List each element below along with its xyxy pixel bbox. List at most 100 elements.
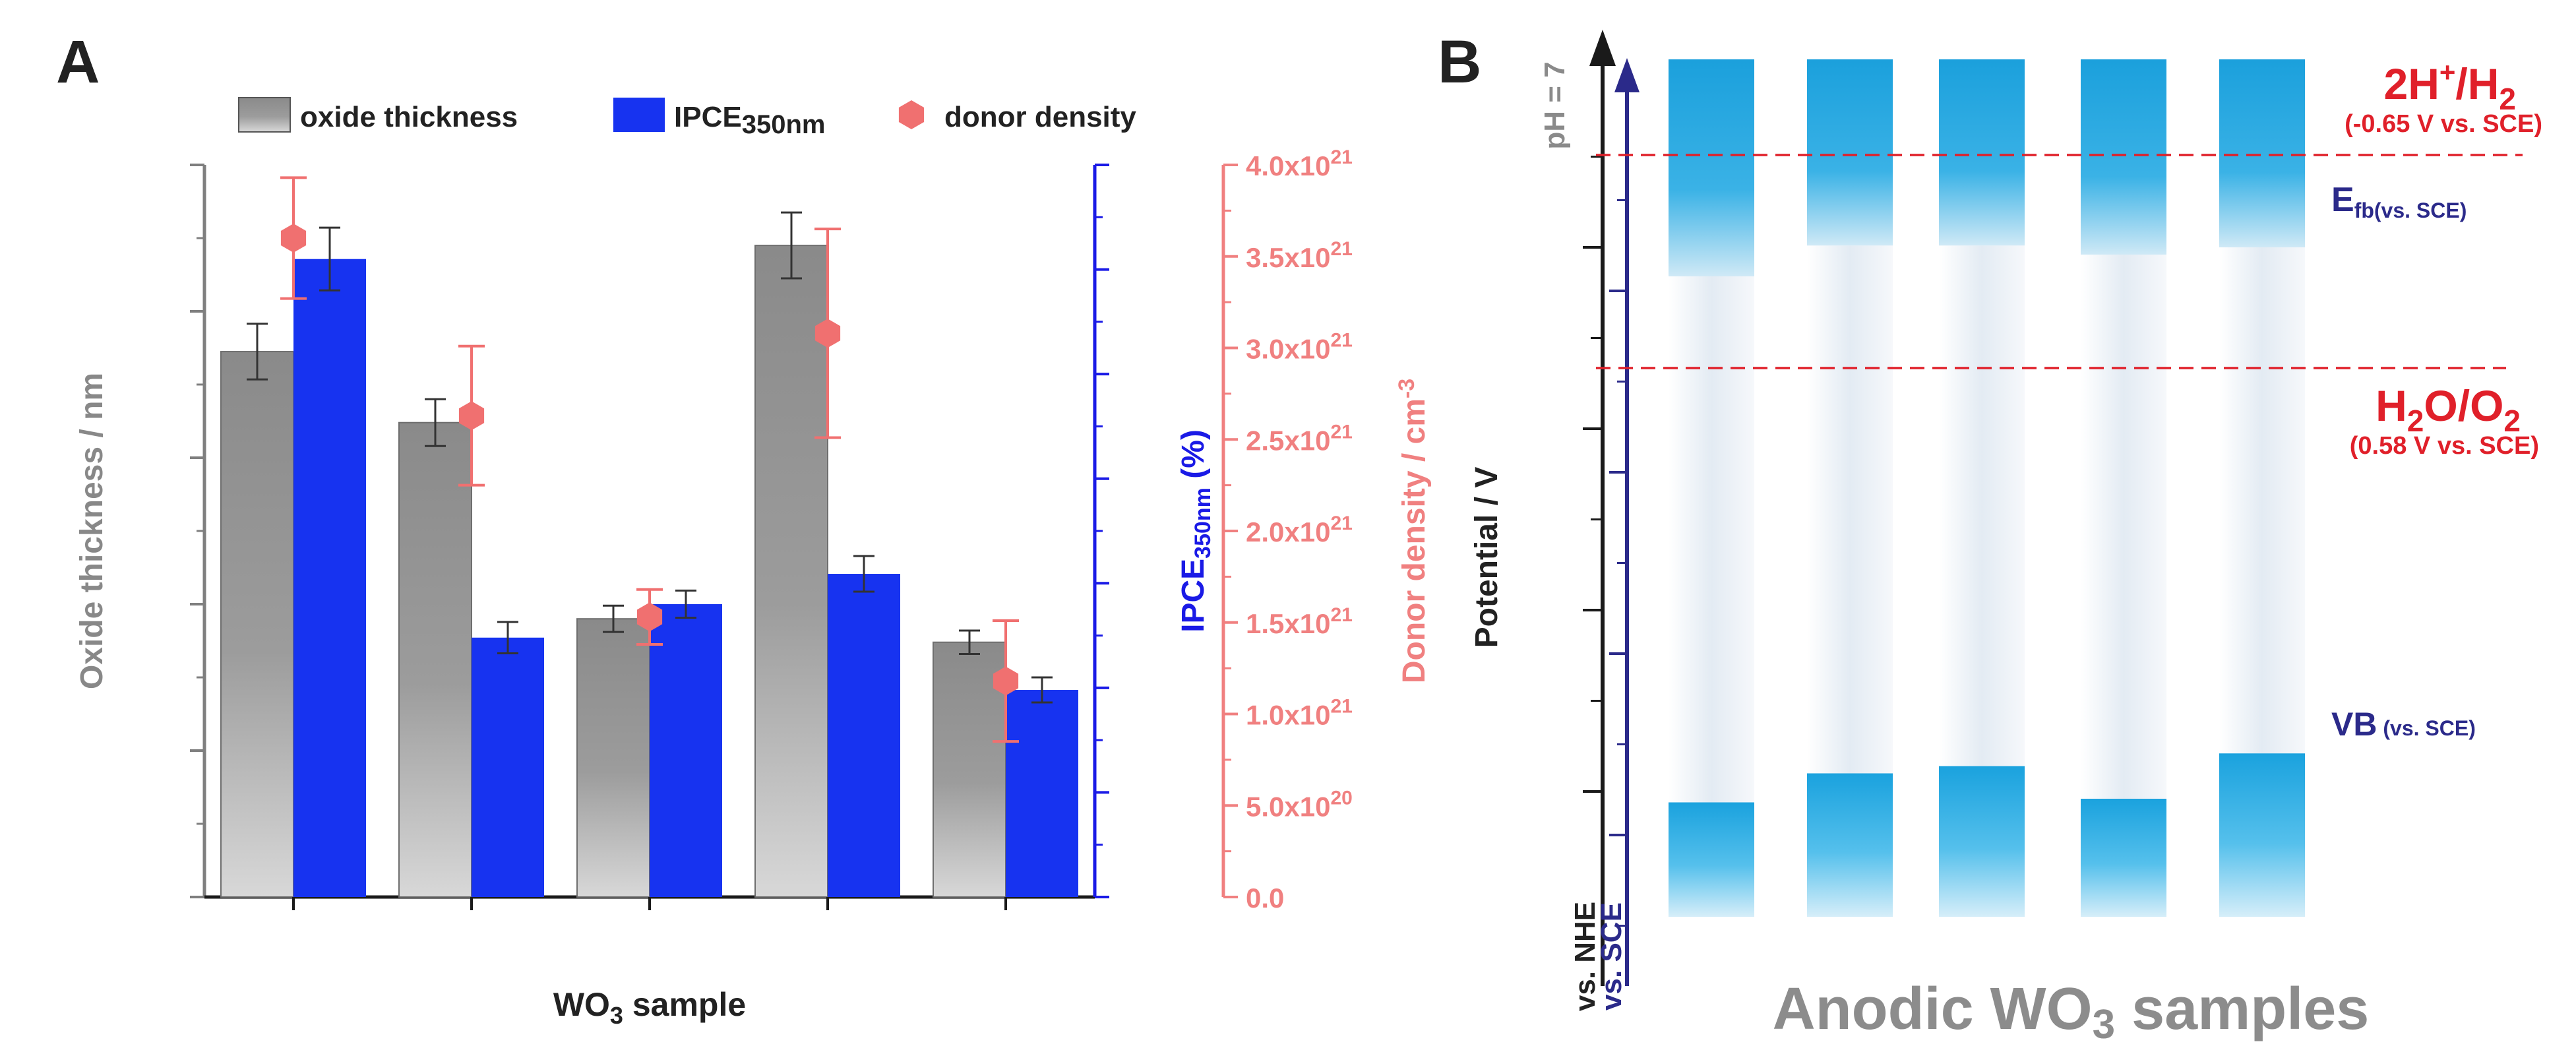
panel-a-x-tick-labels	[292, 897, 1007, 910]
y3-tick-mantissa: 3.0x10	[1246, 334, 1330, 365]
legend-marker-donor	[898, 100, 925, 129]
y2-title-tail: (%)	[1176, 429, 1211, 487]
band-gap-region	[1939, 245, 2025, 766]
x-axis-title: WO3 sample	[553, 986, 746, 1029]
y3-tick-exponent: 21	[1330, 696, 1352, 718]
h2-label-sup: +	[2439, 57, 2456, 88]
y2-title-sub: 350nm	[1190, 487, 1215, 559]
bar-ipce	[293, 259, 366, 897]
panel-a-ticks: 0.05.0x10201.0x10211.5x10212.0x10212.5x1…	[190, 146, 1353, 914]
donor-density-point	[993, 666, 1019, 696]
o2-potential-label: (0.58 V vs. SCE)	[2350, 432, 2539, 460]
panel-a-donor-points	[280, 176, 1019, 743]
bar-oxide-thickness	[398, 421, 472, 898]
o2-label-a: H	[2376, 381, 2407, 430]
y3-tick-exponent: 21	[1330, 238, 1352, 260]
valence-band-block	[1939, 766, 2025, 917]
valence-band-block	[1807, 773, 1893, 917]
x-title-tail: sample	[623, 986, 746, 1023]
donor-density-point	[458, 401, 485, 431]
y3-tick-label: 0.0	[1246, 883, 1284, 914]
y1-axis-title: Oxide thickness / nm	[75, 373, 109, 689]
y3-tick-mantissa: 2.0x10	[1246, 516, 1330, 547]
sce-label: vs. SCE	[1595, 902, 1628, 1010]
donor-density-point	[636, 602, 663, 632]
bar-ipce	[1006, 690, 1078, 897]
o2-label: H2O/O2	[2376, 381, 2521, 438]
x-title-sub: 3	[610, 1002, 623, 1029]
y2-title-main: IPCE	[1176, 559, 1211, 633]
o2-label-b: O/O	[2424, 381, 2503, 430]
legend-ipce-sub: 350nm	[742, 110, 826, 139]
panel-b-y-title: Potential / V	[1469, 467, 1504, 648]
h2-potential-label: (-0.65 V vs. SCE)	[2345, 110, 2542, 138]
y3-tick-label: 1.5x1021	[1246, 604, 1353, 639]
panel-a-bars	[220, 211, 1078, 898]
y3-tick-label: 5.0x1020	[1246, 787, 1353, 822]
donor-density-point	[814, 319, 841, 348]
nhe-axis-arrow-icon	[1589, 30, 1616, 66]
y3-tick-label: 4.0x1021	[1246, 146, 1353, 181]
legend-label-ipce: IPCE350nm	[674, 101, 825, 139]
y3-tick-exponent: 21	[1330, 512, 1352, 534]
panel-b-footer-title: Anodic WO3 samples	[1773, 976, 2370, 1047]
y3-tick-label: 1.0x1021	[1246, 696, 1353, 731]
vb-label-paren: (vs. SCE)	[2377, 716, 2475, 740]
y3-tick-label: 2.5x1021	[1246, 421, 1353, 456]
footer-main: Anodic WO	[1773, 976, 2093, 1042]
sce-axis-arrow-icon	[1614, 58, 1640, 92]
h2-label-sub: 2	[2499, 82, 2516, 116]
vb-label: VB (vs. SCE)	[2331, 706, 2476, 743]
band-gap-region	[2081, 255, 2166, 799]
bar-oxide-thickness	[754, 245, 828, 898]
y3-tick-label: 2.0x1021	[1246, 512, 1353, 547]
panel-a-letter: A	[56, 28, 100, 96]
y3-tick-exponent: 21	[1330, 604, 1352, 626]
y3-tick-exponent: 21	[1330, 330, 1352, 352]
valence-band-block	[2219, 753, 2305, 917]
efb-label-paren: (vs. SCE)	[2374, 199, 2467, 222]
ph-label: pH = 7	[1539, 61, 1571, 149]
footer-sub: 3	[2093, 1002, 2115, 1047]
conduction-band-block	[1939, 59, 2025, 246]
h2-label-b: /H	[2455, 59, 2499, 108]
panel-b-ticks	[1583, 156, 1627, 927]
y3-tick-exponent: 21	[1330, 146, 1352, 168]
y3-tick-label: 3.0x1021	[1246, 330, 1353, 365]
conduction-band-block	[1669, 59, 1754, 276]
o2-label-sub1: 2	[2407, 404, 2424, 438]
panel-b-band-columns	[1669, 59, 2305, 917]
footer-tail: samples	[2115, 976, 2369, 1042]
y3-tick-mantissa: 1.0x10	[1246, 700, 1330, 731]
efb-label-sub: fb	[2354, 199, 2374, 222]
panel-b: B pH = 7 Potential / V vs. NHE vs. SCE 2…	[1438, 28, 2542, 1047]
h2-label: 2H+/H2	[2384, 57, 2517, 116]
y3-tick-mantissa: 5.0x10	[1246, 791, 1330, 822]
efb-label: Efb(vs. SCE)	[2331, 181, 2467, 222]
legend-swatch-ipce	[613, 98, 665, 132]
y3-tick-exponent: 20	[1330, 787, 1352, 809]
band-gap-region	[2219, 247, 2305, 754]
y3-tick-exponent: 21	[1330, 421, 1352, 443]
h2-label-a: 2H	[2384, 59, 2439, 108]
y3-tick-mantissa: 3.5x10	[1246, 242, 1330, 273]
valence-band-block	[2081, 799, 2166, 917]
legend: oxide thickness IPCE350nm donor density	[238, 97, 1136, 139]
bar-oxide-thickness	[576, 618, 650, 898]
legend-label-oxide: oxide thickness	[300, 101, 518, 133]
donor-density-point	[280, 224, 307, 253]
y3-tick-mantissa: 4.0x10	[1246, 150, 1330, 181]
vb-label-main: VB	[2331, 706, 2377, 743]
x-title-main: WO	[553, 986, 610, 1023]
panel-b-letter: B	[1438, 28, 1481, 96]
panel-a: A oxide thickness IPCE350nm donor densit…	[56, 28, 1432, 1029]
legend-swatch-oxide	[238, 97, 291, 133]
y3-title-main: Donor density / cm	[1397, 398, 1432, 683]
y3-tick-mantissa: 0.0	[1246, 883, 1284, 914]
conduction-band-block	[1807, 59, 1893, 246]
y3-tick-mantissa: 1.5x10	[1246, 608, 1330, 639]
bar-oxide-thickness	[220, 351, 294, 898]
bar-ipce	[472, 637, 544, 897]
y2-axis-title: IPCE350nm (%)	[1176, 429, 1215, 633]
